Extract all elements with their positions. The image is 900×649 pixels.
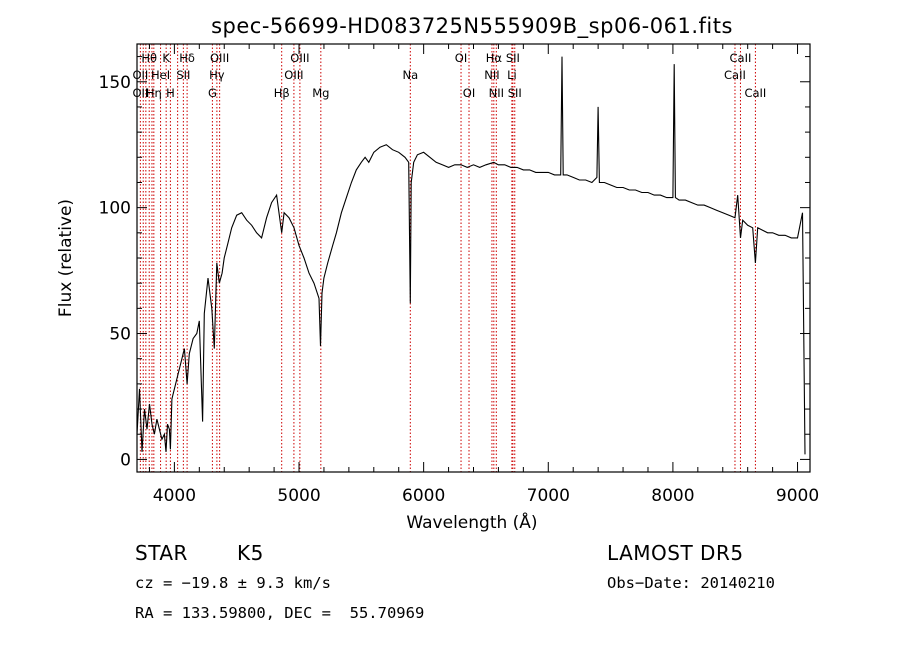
line-label: G (208, 86, 217, 100)
line-label: OIII (290, 51, 309, 65)
line-label: SII (176, 68, 190, 82)
survey-name: LAMOST DR5 (607, 541, 744, 565)
redshift-velocity: cz = −19.8 ± 9.3 km/s (135, 574, 331, 592)
line-label: OI (463, 86, 475, 100)
line-label: NII (484, 68, 499, 82)
line-label: Hγ (209, 68, 225, 82)
line-label: Hβ (274, 86, 290, 100)
line-label: CaII (724, 68, 746, 82)
y-axis-label: Flux (relative) (56, 199, 76, 317)
line-label: SII (506, 51, 520, 65)
y-tick-label: 50 (109, 325, 131, 345)
line-label: CaII (730, 51, 752, 65)
x-axis: 4000 5000 6000 7000 8000 9000 (148, 44, 819, 506)
x-tick-label: 5000 (277, 486, 320, 506)
line-label: Hδ (179, 51, 195, 65)
line-label: NII (489, 86, 504, 100)
line-label: OI (455, 51, 467, 65)
x-tick-label: 9000 (776, 486, 819, 506)
x-tick-label: 8000 (651, 486, 694, 506)
object-subclass: K5 (237, 541, 264, 565)
line-label: H (166, 86, 175, 100)
sky-coordinates: RA = 133.59800, DEC = 55.70969 (135, 604, 425, 622)
x-tick-label: 6000 (402, 486, 445, 506)
spectrum-line (136, 56, 806, 455)
y-axis: 0 50 100 150 (99, 56, 810, 470)
line-label: Hθ (141, 51, 157, 65)
line-label: Mg (312, 86, 329, 100)
plot-frame (136, 43, 811, 473)
object-class: STAR (135, 541, 188, 565)
x-axis-label: Wavelength (Å) (406, 511, 537, 533)
line-label: K (162, 51, 170, 65)
y-tick-label: 100 (99, 199, 131, 219)
line-marks (139, 44, 756, 472)
chart-title: spec-56699-HD083725N555909B_sp06-061.fit… (211, 14, 733, 39)
x-tick-label: 4000 (153, 486, 196, 506)
line-label: SII (508, 86, 522, 100)
line-label: Li (507, 68, 517, 82)
y-tick-label: 0 (120, 450, 131, 470)
line-label: OIII (210, 51, 229, 65)
line-label: Hη (146, 86, 162, 100)
x-tick-label: 7000 (527, 486, 570, 506)
line-label: HeI (151, 68, 170, 82)
line-label: OII (132, 68, 148, 82)
line-label: Hα (486, 51, 503, 65)
y-tick-label: 150 (99, 73, 131, 93)
line-label: Na (402, 68, 418, 82)
line-label: OIII (284, 68, 303, 82)
line-label: CaII (744, 86, 766, 100)
observation-date: Obs−Date: 20140210 (607, 574, 775, 592)
